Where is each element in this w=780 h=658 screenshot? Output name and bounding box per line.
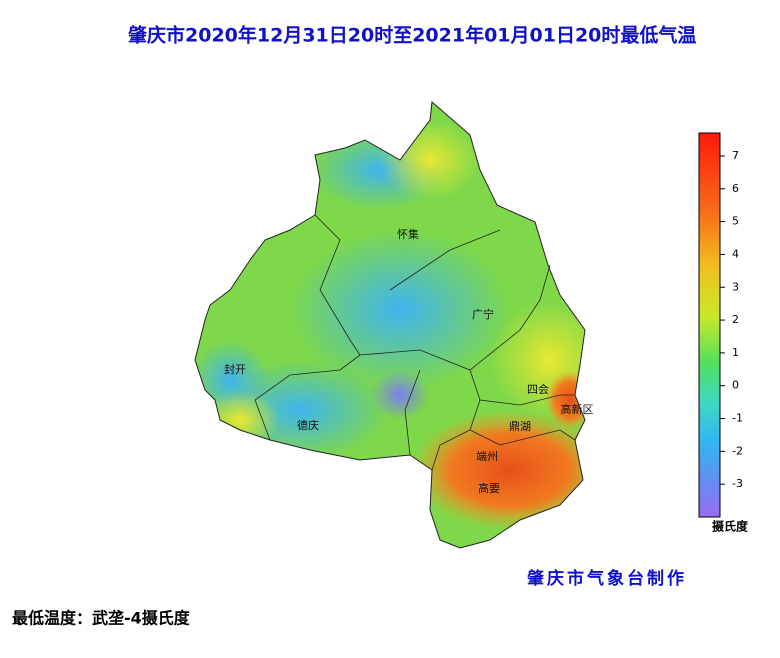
county-label: 广宁	[472, 307, 494, 321]
county-label: 怀集	[397, 227, 419, 241]
title: 肇庆市2020年12月31日20时至2021年01月01日20时最低气温	[128, 24, 696, 47]
tick-label: 6	[732, 182, 739, 195]
county-label: 高要	[478, 481, 500, 495]
county-label: 鼎湖	[509, 420, 531, 433]
tick-label: -1	[732, 412, 743, 425]
county-label: 高新区	[561, 402, 594, 416]
tick-label: -2	[732, 444, 743, 457]
county-label: 端州	[476, 450, 498, 463]
colorbar-unit: 摄氏度	[712, 519, 749, 534]
tick-label: 7	[732, 149, 739, 162]
map	[195, 102, 585, 548]
tick-label: 2	[732, 313, 739, 326]
tick-label: 3	[732, 280, 739, 293]
county-borders	[254, 214, 576, 471]
tick-label: 0	[732, 379, 739, 392]
credit: 肇庆市气象台制作	[527, 568, 687, 589]
tick-label: 5	[732, 215, 739, 228]
colorbar	[698, 132, 721, 518]
county-label: 德庆	[297, 418, 319, 432]
county-label: 四会	[527, 383, 549, 396]
tick-label: 1	[732, 346, 739, 359]
tick-label: 4	[732, 247, 739, 260]
footer: 最低温度：武垄-4摄氏度	[12, 609, 191, 628]
county-label: 封开	[224, 362, 246, 376]
tick-label: -3	[732, 477, 743, 490]
